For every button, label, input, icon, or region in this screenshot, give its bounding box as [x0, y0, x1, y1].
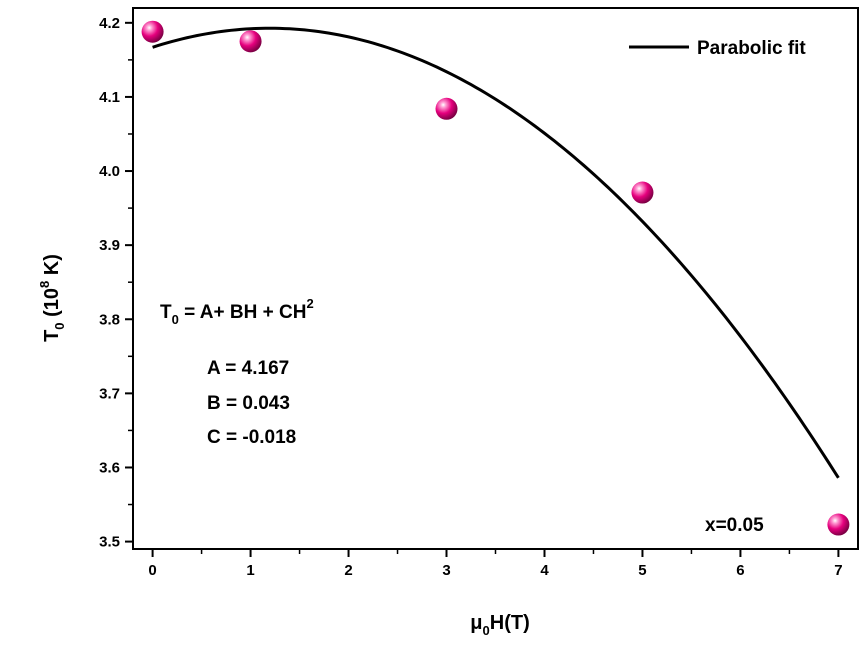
- data-point: [827, 513, 850, 536]
- y-tick-label: 4.0: [99, 163, 120, 180]
- x-tick-label: 5: [638, 562, 646, 579]
- y-tick-label: 3.5: [99, 534, 120, 551]
- axes-frame: [132, 7, 859, 550]
- x-tick-label: 7: [834, 562, 842, 579]
- y-tick-label: 3.8: [99, 311, 120, 328]
- plot-frame: [132, 7, 859, 550]
- legend: Parabolic fit: [629, 38, 806, 59]
- y-axis-title: T0 (108 K): [37, 254, 67, 342]
- y-tick-labels: 3.5 3.6 3.7 3.8 3.9 4.0 4.1 4.2: [99, 15, 120, 551]
- data-point: [239, 30, 262, 53]
- y-tick-label: 4.2: [99, 15, 120, 32]
- legend-label: Parabolic fit: [697, 38, 806, 59]
- x-axis-title: μ0H(T): [470, 612, 529, 638]
- y-tick-label: 3.9: [99, 237, 120, 254]
- data-point: [141, 20, 164, 43]
- x-tick-label: 0: [148, 562, 156, 579]
- data-point: [631, 181, 654, 204]
- x-tick-label: 2: [344, 562, 352, 579]
- y-tick-label: 4.1: [99, 89, 120, 106]
- sample-label: x=0.05: [705, 515, 764, 536]
- x-tick-label: 4: [540, 562, 549, 579]
- x-tick-label: 3: [442, 562, 450, 579]
- param-c: C = -0.018: [207, 427, 296, 448]
- data-point: [435, 97, 458, 120]
- data-points: [141, 20, 850, 536]
- y-tick-label: 3.7: [99, 385, 120, 402]
- param-b: B = 0.043: [207, 393, 290, 414]
- x-tick-label: 6: [736, 562, 744, 579]
- param-a: A = 4.167: [207, 358, 289, 379]
- fit-equation: T0 = A+ BH + CH2: [160, 296, 314, 327]
- axis-ticks: [125, 21, 840, 557]
- y-tick-label: 3.6: [99, 459, 120, 476]
- x-tick-label: 1: [246, 562, 254, 579]
- x-tick-labels: 0 1 2 3 4 5 6 7: [148, 562, 842, 579]
- parabolic-fit-curve: [152, 26, 840, 479]
